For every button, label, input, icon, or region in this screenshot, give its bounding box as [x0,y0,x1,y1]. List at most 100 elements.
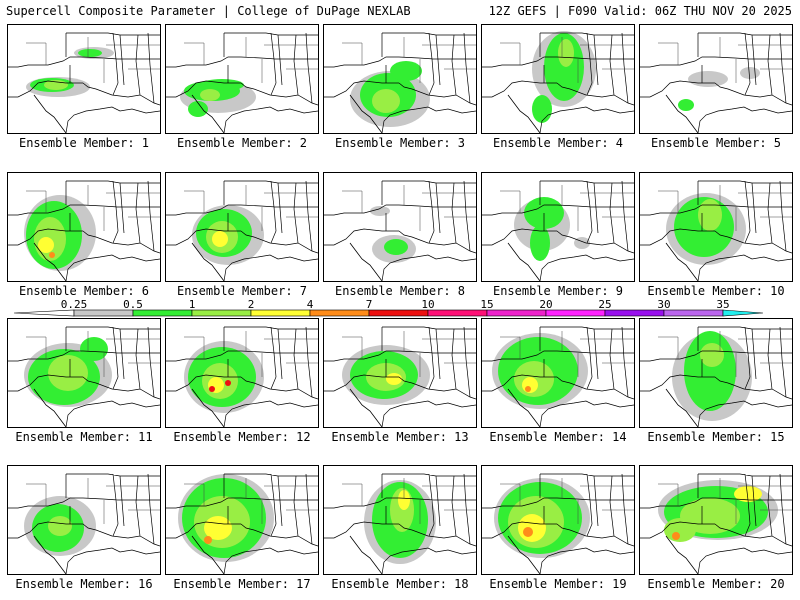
river-line [665,535,699,574]
scp-contour-area [664,518,696,542]
header-title-left: Supercell Composite Parameter | College … [6,4,411,18]
river-line [33,535,67,574]
river-line [665,242,699,281]
map-panel [7,318,161,428]
ensemble-member-label: Ensemble Member: 1 [18,136,150,150]
map-panel [7,172,161,282]
scp-contour-area [48,516,72,536]
colorbar-segment [663,309,724,317]
scp-contour-area [212,231,228,247]
gulf-coastline [65,106,160,133]
map-panel [323,24,477,134]
state-borders [324,180,476,254]
gulf-coastline [65,547,160,574]
scp-contour-area [688,71,728,87]
ensemble-member-label: Ensemble Member: 17 [173,577,311,591]
colorbar-tick-label: 7 [365,298,373,311]
state-borders-minor [184,331,318,377]
state-borders-minor [658,37,792,83]
colorbar-tick-label: 4 [306,298,314,311]
state-borders [166,180,318,254]
state-borders [8,473,160,547]
map-panel [165,318,319,428]
state-borders [324,326,476,400]
ensemble-member-label: Ensemble Member: 5 [650,136,782,150]
river-line [507,535,541,574]
map-panel [323,172,477,282]
ensemble-member-label: Ensemble Member: 8 [334,284,466,298]
state-borders [166,326,318,400]
river-line [349,535,383,574]
ensemble-member-label: Ensemble Member: 13 [331,430,469,444]
ensemble-member-label: Ensemble Member: 19 [489,577,627,591]
state-borders [8,180,160,254]
river-line [349,388,383,427]
state-borders-minor [658,478,792,524]
scp-contour-area [698,199,722,231]
state-borders-minor [342,478,476,524]
colorbar-segment [604,309,665,317]
colorbar-tick-label: 1 [188,298,196,311]
scp-contour-area [386,373,402,385]
ensemble-member-label: Ensemble Member: 9 [492,284,624,298]
river-line [191,535,225,574]
map-panel [7,24,161,134]
scp-contour-area [225,380,231,386]
header-title-right: 12Z GEFS | F090 Valid: 06Z THU NOV 20 20… [488,4,792,18]
river-line [33,94,67,133]
gulf-coastline [539,106,634,133]
ensemble-member-label: Ensemble Member: 2 [176,136,308,150]
state-borders [640,473,792,547]
state-borders [482,326,634,400]
ensemble-member-label: Ensemble Member: 10 [647,284,785,298]
colorbar-tick-label: 10 [421,298,435,311]
scp-contour-area [78,49,102,57]
gulf-coastline [697,547,792,574]
state-borders [640,180,792,254]
river-line [507,242,541,281]
ensemble-member-label: Ensemble Member: 7 [176,284,308,298]
river-line [33,388,67,427]
gulf-coastline [381,254,476,281]
scp-contour-area [530,225,550,261]
state-borders-minor [658,185,792,231]
state-borders [324,473,476,547]
scp-contour-area [372,89,400,113]
river-line [349,94,383,133]
gulf-coastline [539,400,634,427]
scp-contour-area [525,386,531,392]
scp-contour-area [558,39,574,67]
colorbar-segment [368,309,429,317]
scp-contour-area [518,514,546,542]
gulf-coastline [697,254,792,281]
colorbar-segment [486,309,547,317]
state-borders [640,32,792,106]
state-borders-minor [342,37,476,83]
gulf-coastline [223,400,318,427]
scp-contour-area [49,252,55,258]
state-borders-minor [26,185,160,231]
map-panel [639,24,793,134]
gulf-coastline [223,254,318,281]
scp-contour-area [370,206,390,216]
ensemble-member-label: Ensemble Member: 20 [647,577,785,591]
colorbar-tick-label: 20 [539,298,553,311]
ensemble-member-label: Ensemble Member: 4 [492,136,624,150]
map-panel [7,465,161,575]
scp-contour-area [734,486,762,502]
state-borders-minor [342,185,476,231]
state-borders-minor [658,331,792,377]
scp-contour-area [200,89,220,101]
map-panel [165,172,319,282]
river-line [191,242,225,281]
scp-contour-area [544,33,584,101]
colorbar-right-arrow [722,309,764,317]
gulf-coastline [65,400,160,427]
river-line [191,94,225,133]
colorbar-tick-label: 30 [657,298,671,311]
scp-contour-area [398,490,410,510]
ensemble-member-label: Ensemble Member: 14 [489,430,627,444]
gulf-coastline [697,400,792,427]
state-borders [166,32,318,106]
ensemble-member-label: Ensemble Member: 18 [331,577,469,591]
